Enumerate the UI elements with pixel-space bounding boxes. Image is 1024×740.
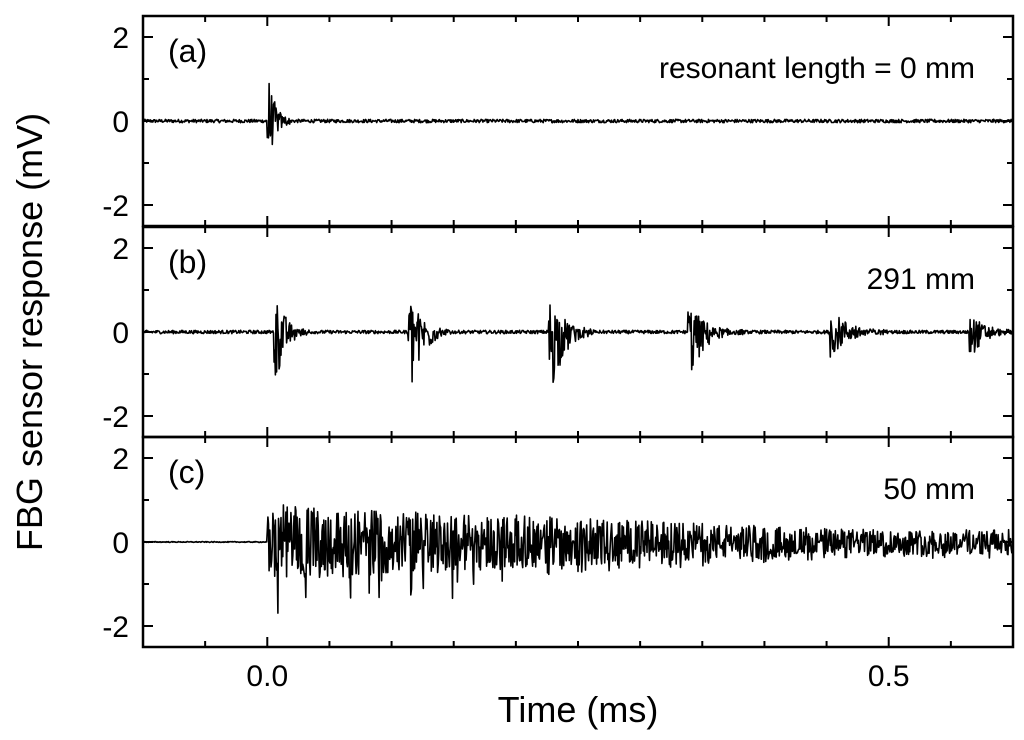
panel-2: -2 0 2 (b) 291 mm xyxy=(102,225,1015,439)
panel-annotation: 291 mm xyxy=(867,263,975,296)
panels-layer: -2 0 2 (a) resonant length = 0 mm -2 0 2 (b) 291 … xyxy=(102,14,1015,649)
y-tick-label: -2 xyxy=(102,401,129,434)
y-tick-label: 2 xyxy=(112,22,129,55)
y-tick-label: 0 xyxy=(112,106,129,139)
y-axis-title: FBG sensor response (mV) xyxy=(9,113,50,551)
panel-3: -2 0 2 (c) 50 mm xyxy=(102,435,1015,649)
panel-1: -2 0 2 (a) resonant length = 0 mm xyxy=(102,14,1015,228)
panel-annotation: resonant length = 0 mm xyxy=(659,52,975,85)
series-trace-3 xyxy=(142,504,1014,614)
x-axis: 0.0 0.5 xyxy=(246,660,909,693)
series-trace-2 xyxy=(142,304,1014,384)
panel-label: (a) xyxy=(168,33,207,69)
x-axis-title: Time (ms) xyxy=(498,689,659,730)
panel-label: (c) xyxy=(168,454,205,490)
y-tick-label: -2 xyxy=(102,611,129,644)
x-tick-label: 0.5 xyxy=(868,660,910,693)
x-tick-label: 0.0 xyxy=(246,660,288,693)
y-tick-label: 0 xyxy=(112,317,129,350)
y-tick-label: 2 xyxy=(112,233,129,266)
y-tick-label: -2 xyxy=(102,190,129,223)
panel-annotation: 50 mm xyxy=(883,473,975,506)
y-tick-label: 0 xyxy=(112,527,129,560)
y-tick-label: 2 xyxy=(112,443,129,476)
panel-label: (b) xyxy=(168,244,207,280)
series-trace-1 xyxy=(142,82,1014,146)
